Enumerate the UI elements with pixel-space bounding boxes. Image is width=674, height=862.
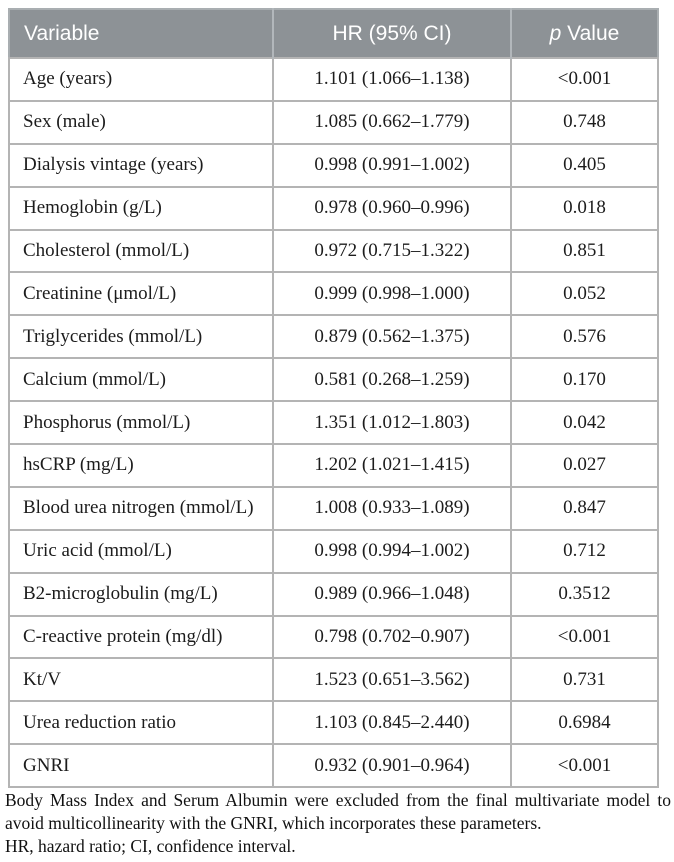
- cell-p-value: 0.042: [510, 400, 659, 446]
- cell-hr-ci: 0.999 (0.998–1.000): [272, 271, 512, 317]
- table-row: Phosphorus (mmol/L) 1.351 (1.012–1.803) 0.…: [8, 400, 659, 446]
- table-row: Sex (male) 1.085 (0.662–1.779) 0.748: [8, 99, 659, 145]
- cell-p-value: 0.027: [510, 443, 659, 488]
- cell-variable: Hemoglobin (g/L): [8, 185, 274, 231]
- p-value-label-rest: Value: [561, 21, 620, 45]
- cell-p-value: <0.001: [510, 614, 659, 660]
- header-row: Variable HR (95% CI) p Value: [9, 9, 658, 58]
- footnote-exclusion-note: Body Mass Index and Serum Albumin were e…: [5, 790, 671, 833]
- column-header-hr-ci: HR (95% CI): [272, 9, 511, 58]
- footnote-abbreviations: HR, hazard ratio; CI, confidence interva…: [5, 836, 296, 856]
- table-row: Triglycerides (mmol/L) 0.879 (0.562–1.375…: [8, 314, 659, 360]
- cell-variable: Cholesterol (mmol/L): [8, 228, 274, 274]
- cell-variable: Phosphorus (mmol/L): [8, 400, 274, 446]
- table-row: Age (years) 1.101 (1.066–1.138) <0.001: [8, 57, 659, 102]
- cell-p-value: 0.3512: [510, 571, 659, 617]
- cell-hr-ci: 0.581 (0.268–1.259): [272, 357, 512, 403]
- cell-p-value: 0.712: [510, 528, 659, 574]
- table-row: GNRI 0.932 (0.901–0.964) <0.001: [8, 743, 659, 789]
- cell-hr-ci: 0.989 (0.966–1.048): [272, 571, 512, 617]
- cell-variable: Creatinine (μmol/L): [8, 271, 274, 317]
- cell-variable: B2-microglobulin (mg/L): [8, 571, 274, 617]
- table-row: Calcium (mmol/L) 0.581 (0.268–1.259) 0.170: [8, 357, 659, 403]
- cell-variable: Blood urea nitrogen (mmol/L): [8, 485, 274, 531]
- p-value-italic-prefix: p: [549, 21, 562, 45]
- table-row: Urea reduction ratio 1.103 (0.845–2.440) 0…: [8, 700, 659, 746]
- cell-variable: C-reactive protein (mg/dl): [8, 614, 274, 660]
- table-row: Hemoglobin (g/L) 0.978 (0.960–0.996) 0.018: [8, 185, 659, 231]
- cell-hr-ci: 1.351 (1.012–1.803): [272, 400, 512, 446]
- cell-hr-ci: 1.523 (0.651–3.562): [272, 657, 512, 703]
- cell-p-value: 0.170: [510, 357, 659, 403]
- table-row: Cholesterol (mmol/L) 0.972 (0.715–1.322) 0…: [8, 228, 659, 274]
- cell-variable: Dialysis vintage (years): [8, 142, 274, 188]
- cell-variable: GNRI: [8, 743, 274, 789]
- cell-hr-ci: 1.101 (1.066–1.138): [272, 57, 512, 102]
- cell-hr-ci: 0.978 (0.960–0.996): [272, 185, 512, 231]
- table-row: hsCRP (mg/L) 1.202 (1.021–1.415) 0.027: [8, 443, 659, 488]
- cell-hr-ci: 1.202 (1.021–1.415): [272, 443, 512, 488]
- cell-p-value: 0.576: [510, 314, 659, 360]
- cell-hr-ci: 1.103 (0.845–2.440): [272, 700, 512, 746]
- cell-hr-ci: 0.932 (0.901–0.964): [272, 743, 512, 789]
- cell-variable: hsCRP (mg/L): [8, 443, 274, 488]
- cell-hr-ci: 1.008 (0.933–1.089): [272, 485, 512, 531]
- cell-hr-ci: 0.998 (0.994–1.002): [272, 528, 512, 574]
- table-row: Dialysis vintage (years) 0.998 (0.991–1.0…: [8, 142, 659, 188]
- cell-p-value: 0.6984: [510, 700, 659, 746]
- cell-p-value: 0.731: [510, 657, 659, 703]
- cell-p-value: <0.001: [510, 57, 659, 102]
- cell-hr-ci: 0.998 (0.991–1.002): [272, 142, 512, 188]
- cell-p-value: 0.847: [510, 485, 659, 531]
- cell-p-value: 0.052: [510, 271, 659, 317]
- cell-p-value: 0.018: [510, 185, 659, 231]
- cell-hr-ci: 1.085 (0.662–1.779): [272, 99, 512, 145]
- column-header-p-value: p Value: [510, 9, 658, 58]
- cell-hr-ci: 0.798 (0.702–0.907): [272, 614, 512, 660]
- table-row: Creatinine (μmol/L) 0.999 (0.998–1.000) 0.…: [8, 271, 659, 317]
- cell-variable: Sex (male): [8, 99, 274, 145]
- cell-variable: Age (years): [8, 57, 274, 102]
- cell-hr-ci: 0.879 (0.562–1.375): [272, 314, 512, 360]
- table-body: Age (years) 1.101 (1.066–1.138) <0.001 Sex …: [8, 57, 659, 789]
- table-footnotes: Body Mass Index and Serum Albumin were e…: [5, 789, 671, 858]
- column-header-variable: Variable: [9, 9, 273, 58]
- cell-p-value: 0.851: [510, 228, 659, 274]
- cell-p-value: 0.748: [510, 99, 659, 145]
- table-header: Variable HR (95% CI) p Value: [9, 9, 658, 58]
- table-row: Blood urea nitrogen (mmol/L) 1.008 (0.933…: [8, 485, 659, 531]
- table-row: B2-microglobulin (mg/L) 0.989 (0.966–1.04…: [8, 571, 659, 617]
- table-row: Uric acid (mmol/L) 0.998 (0.994–1.002) 0.7…: [8, 528, 659, 574]
- cell-p-value: <0.001: [510, 743, 659, 789]
- multivariate-cox-table: Variable HR (95% CI) p Value Age (years)…: [8, 8, 659, 789]
- cell-variable: Urea reduction ratio: [8, 700, 274, 746]
- cell-hr-ci: 0.972 (0.715–1.322): [272, 228, 512, 274]
- cell-variable: Kt/V: [8, 657, 274, 703]
- cell-variable: Uric acid (mmol/L): [8, 528, 274, 574]
- cell-p-value: 0.405: [510, 142, 659, 188]
- cell-variable: Triglycerides (mmol/L): [8, 314, 274, 360]
- table-row: Kt/V 1.523 (0.651–3.562) 0.731: [8, 657, 659, 703]
- table-row: C-reactive protein (mg/dl) 0.798 (0.702–0…: [8, 614, 659, 660]
- cell-variable: Calcium (mmol/L): [8, 357, 274, 403]
